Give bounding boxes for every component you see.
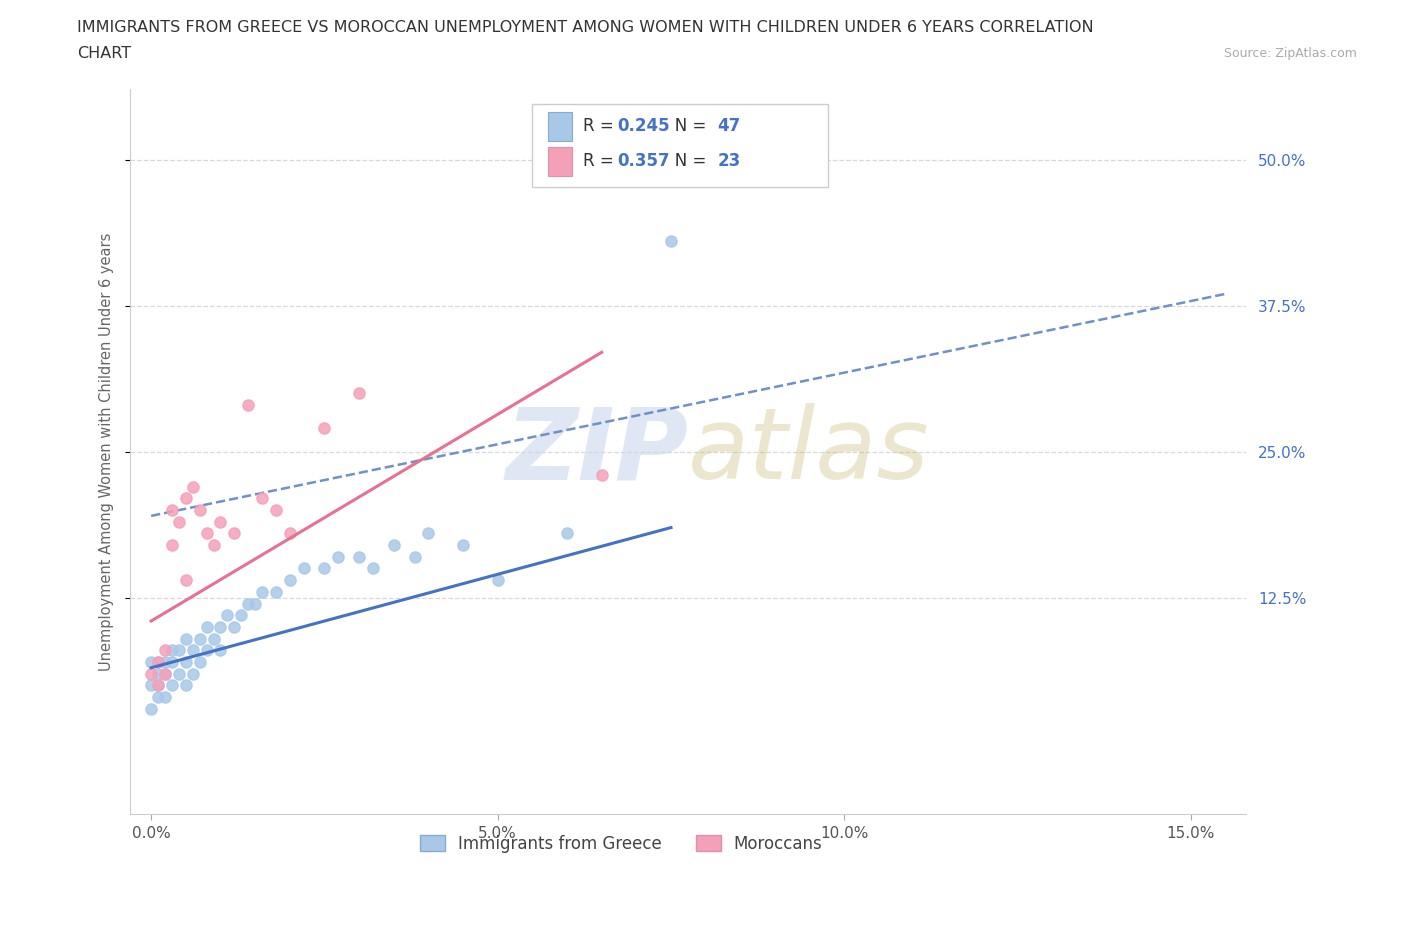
Point <box>167 666 190 681</box>
Text: IMMIGRANTS FROM GREECE VS MOROCCAN UNEMPLOYMENT AMONG WOMEN WITH CHILDREN UNDER : IMMIGRANTS FROM GREECE VS MOROCCAN UNEMP… <box>77 20 1094 35</box>
Text: R =: R = <box>583 117 620 136</box>
Point <box>347 550 370 565</box>
Point <box>209 643 232 658</box>
Text: 0.245: 0.245 <box>617 117 669 136</box>
Point <box>188 655 211 670</box>
Point <box>188 502 211 517</box>
Point <box>314 561 336 576</box>
Point <box>195 643 218 658</box>
Point <box>153 689 176 704</box>
Point <box>314 420 336 435</box>
Point <box>278 573 301 588</box>
Point <box>202 631 225 646</box>
Point <box>238 397 260 412</box>
Point <box>382 538 405 552</box>
Point <box>224 526 246 541</box>
Point <box>181 666 204 681</box>
Point <box>181 479 204 494</box>
Point <box>202 538 225 552</box>
Point <box>174 631 197 646</box>
Text: 47: 47 <box>717 117 741 136</box>
FancyBboxPatch shape <box>548 147 572 177</box>
Point <box>209 514 232 529</box>
Point <box>160 538 183 552</box>
Point <box>278 526 301 541</box>
Point <box>160 678 183 693</box>
Point <box>486 573 509 588</box>
Point <box>174 573 197 588</box>
Point <box>153 655 176 670</box>
Point <box>153 666 176 681</box>
Point <box>195 619 218 634</box>
Y-axis label: Unemployment Among Women with Children Under 6 years: Unemployment Among Women with Children U… <box>100 232 114 671</box>
Point <box>153 666 176 681</box>
Point <box>167 643 190 658</box>
Point <box>174 491 197 506</box>
Point <box>139 655 162 670</box>
Point <box>160 655 183 670</box>
Point <box>404 550 426 565</box>
Point <box>264 584 287 599</box>
Legend: Immigrants from Greece, Moroccans: Immigrants from Greece, Moroccans <box>413 829 830 860</box>
Point <box>451 538 474 552</box>
Point <box>139 678 162 693</box>
Point <box>146 655 169 670</box>
Point <box>217 607 239 622</box>
Point <box>292 561 315 576</box>
Point <box>188 631 211 646</box>
Point <box>264 502 287 517</box>
Point <box>181 643 204 658</box>
Text: R =: R = <box>583 153 620 170</box>
Point <box>146 666 169 681</box>
Point <box>224 619 246 634</box>
Point <box>160 502 183 517</box>
Point <box>555 526 578 541</box>
Point <box>361 561 384 576</box>
Point <box>146 678 169 693</box>
Point <box>146 678 169 693</box>
Point <box>139 701 162 716</box>
Point <box>146 655 169 670</box>
Point <box>347 386 370 401</box>
Point <box>243 596 266 611</box>
FancyBboxPatch shape <box>548 112 572 140</box>
Point <box>174 655 197 670</box>
Text: atlas: atlas <box>689 403 929 500</box>
Text: Source: ZipAtlas.com: Source: ZipAtlas.com <box>1223 46 1357 60</box>
Point <box>250 491 273 506</box>
Point <box>209 619 232 634</box>
Text: 23: 23 <box>717 153 741 170</box>
Point <box>153 643 176 658</box>
Point <box>231 607 253 622</box>
FancyBboxPatch shape <box>531 104 828 187</box>
Point <box>250 584 273 599</box>
Point <box>160 643 183 658</box>
Point <box>659 233 682 248</box>
Point <box>195 526 218 541</box>
Point <box>591 468 613 483</box>
Point <box>139 666 162 681</box>
Point <box>146 689 169 704</box>
Text: 0.357: 0.357 <box>617 153 669 170</box>
Point <box>167 514 190 529</box>
Point <box>174 678 197 693</box>
Text: N =: N = <box>659 153 711 170</box>
Point <box>238 596 260 611</box>
Point <box>328 550 350 565</box>
Point <box>418 526 440 541</box>
Text: N =: N = <box>659 117 711 136</box>
Text: CHART: CHART <box>77 46 131 61</box>
Text: ZIP: ZIP <box>505 403 689 500</box>
